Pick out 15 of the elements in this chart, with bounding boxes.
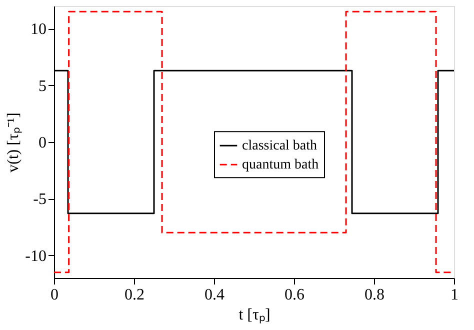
y-tick-label: -10 bbox=[25, 248, 46, 265]
x-tick-label: 1 bbox=[450, 286, 458, 304]
x-tick-label: 0.8 bbox=[364, 286, 384, 304]
y-tick-label: 10 bbox=[30, 21, 46, 38]
x-tick-label: 0.6 bbox=[284, 286, 304, 304]
y-tick-label: 0 bbox=[38, 134, 46, 152]
y-axis-title: v(t) [τₚ⁻¹] bbox=[5, 112, 22, 172]
y-tick-label: -5 bbox=[33, 191, 46, 208]
x-tick-label: 0.4 bbox=[204, 286, 224, 304]
legend-label: classical bath bbox=[242, 138, 318, 154]
x-axis-title: t [τₚ] bbox=[238, 306, 270, 324]
y-tick-label: 5 bbox=[38, 78, 46, 95]
legend-label: quantum bath bbox=[242, 158, 319, 173]
x-tick-label: 0.2 bbox=[124, 286, 144, 304]
x-tick-label: 0 bbox=[50, 286, 58, 304]
